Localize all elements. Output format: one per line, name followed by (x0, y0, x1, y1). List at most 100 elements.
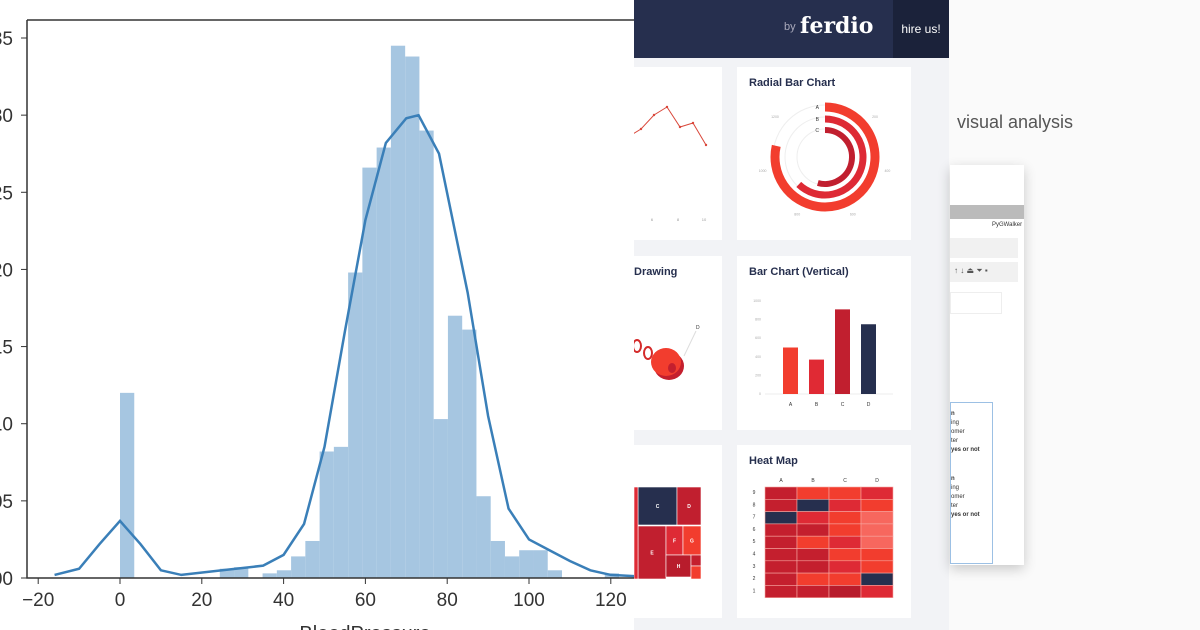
row-label: 2 (753, 576, 756, 582)
x-tick-label: −20 (22, 590, 54, 611)
ferdio-logo[interactable]: ferdio (800, 13, 874, 39)
radial-bar (817, 127, 855, 187)
heat-cell (860, 486, 894, 500)
tagline: visual analysis (957, 112, 1074, 132)
app-name: PyGWalker (992, 222, 1023, 228)
bar (835, 309, 850, 394)
card-title: Heat Map (749, 455, 798, 467)
radial-bar (796, 115, 867, 199)
histogram-bar (219, 568, 235, 578)
vertical-bar-chart: 0 200 400 600 800 1000 A B C D (753, 299, 893, 408)
heat-cell (860, 498, 894, 512)
header-bar: by ferdio hire us! (634, 0, 949, 58)
y-tick-label: 200 (755, 373, 761, 377)
row-label: 5 (753, 539, 756, 545)
card-bar-chart-vertical[interactable]: Bar Chart (Vertical) 0 200 400 600 800 1000 A B… (737, 256, 911, 430)
card-title: Radial Bar Chart (749, 77, 836, 89)
card-line-chart[interactable]: 6 8 10 (634, 67, 722, 240)
row-label: 3 (753, 564, 756, 570)
card-heat-map[interactable]: Heat Map A B C D 9 8 7 6 5 4 3 2 1 (737, 445, 911, 618)
list-text: ter (951, 503, 959, 509)
histogram-bar (447, 315, 463, 578)
heat-map: A B C D 9 8 7 6 5 4 3 2 1 (753, 478, 894, 598)
histogram-bar (305, 540, 320, 578)
radial-tick: 400 (884, 169, 890, 173)
pygwalker-promo: visual analysis PyGWalker ↑ ↓ ⏏ ⏷ ▪ n ing… (949, 0, 1200, 630)
heat-cell (828, 572, 862, 586)
treemap-cell (676, 486, 702, 526)
x-tick-label: 0 (115, 590, 126, 611)
treemap-cell (690, 565, 702, 580)
heat-cell (828, 535, 862, 549)
x-tick-label: 8 (677, 217, 680, 222)
y-tick-label: 0.005 (0, 492, 13, 513)
treemap-cell (637, 486, 678, 526)
card-drawing[interactable]: Drawing D (634, 256, 722, 430)
y-tick-label: 0.030 (0, 106, 13, 127)
histogram-bar (390, 45, 406, 578)
treemap-label: H (677, 564, 681, 570)
treemap-label: G (690, 539, 694, 545)
heat-cell (764, 486, 798, 500)
y-tick-label: 0.010 (0, 415, 13, 436)
heat-cell (796, 486, 830, 500)
radial-label: A (816, 105, 820, 111)
x-tick-label: 80 (437, 590, 458, 611)
histogram-bar (490, 540, 505, 578)
radial-bar-chart: ABC 200 400 600 800 1000 1200 (759, 102, 890, 217)
list-text: ing (951, 420, 960, 426)
cylinder-hole (668, 363, 676, 373)
y-tick-label: 800 (755, 318, 761, 322)
heat-cell (828, 523, 862, 537)
histogram-bar (519, 550, 534, 578)
drawing-label: D (696, 325, 700, 331)
heat-cell (860, 560, 894, 574)
card-radial-bar-chart[interactable]: Radial Bar Chart A B C 200 400 600 800 1000 1200 (737, 67, 911, 240)
treemap-cell (637, 525, 667, 580)
y-tick-label: 0.020 (0, 260, 13, 281)
blood-pressure-histogram: −20 0 20 40 60 80 100 120 0.000 0.005 0.010 0.015 0.… (0, 19, 634, 630)
list-text: yes or not (951, 512, 980, 518)
radial-tick: 800 (794, 213, 800, 217)
heat-cell (828, 486, 862, 500)
kde-line (54, 113, 634, 578)
ring-shape (634, 339, 642, 353)
histogram-bar (333, 446, 349, 578)
radial-tick: 1200 (771, 115, 779, 119)
row-label: 8 (753, 502, 756, 508)
row-label: 1 (753, 588, 756, 594)
histogram-bar (533, 550, 548, 578)
cylinder-top (651, 348, 681, 376)
x-tick-label: D (867, 402, 871, 408)
histogram-bar (362, 167, 377, 578)
heat-cell (860, 535, 894, 549)
list-text: n (951, 411, 955, 417)
x-tick-label: 60 (355, 590, 376, 611)
heat-cell (796, 535, 830, 549)
histogram-bar (419, 130, 434, 579)
card-treemap[interactable]: C D E F G H (634, 445, 722, 618)
histogram-bar (433, 419, 448, 578)
row-label: 7 (753, 515, 756, 521)
toolbar-strip (950, 205, 1024, 219)
histogram-bar (262, 573, 277, 578)
radial-tick: 200 (872, 115, 878, 119)
list-text: ing (951, 485, 960, 491)
radial-tick: 600 (850, 213, 856, 217)
bar (809, 359, 824, 394)
list-text: ter (951, 438, 959, 444)
histogram-bar (319, 451, 334, 578)
column-label: C (843, 478, 847, 484)
heat-cell (764, 585, 798, 598)
heat-cell (860, 572, 894, 586)
radial-bar (770, 102, 880, 212)
y-tick-label: 0.000 (0, 569, 13, 590)
heat-cell (796, 511, 830, 525)
histogram-bar (291, 556, 306, 578)
histogram-bar (405, 56, 420, 579)
heat-cell (828, 498, 862, 512)
radial-label: B (816, 117, 820, 123)
heat-cell (764, 535, 798, 549)
toolbar-icons[interactable]: ↑ ↓ ⏏ ⏷ ▪ (950, 262, 1018, 282)
hire-us-button[interactable]: hire us! (893, 0, 949, 58)
